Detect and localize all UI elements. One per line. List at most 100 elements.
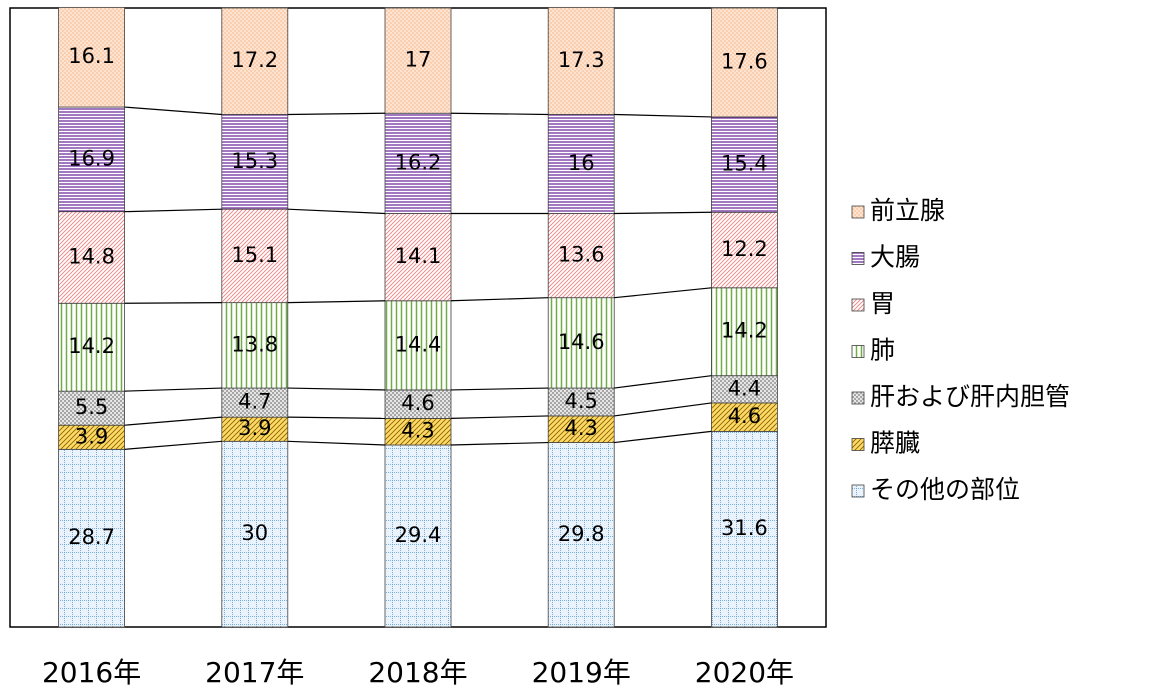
value-label: 14.1 [395,244,442,268]
value-label: 15.3 [231,149,278,173]
value-label: 16.9 [68,146,115,170]
value-label: 30 [241,521,268,545]
legend-swatch [851,205,865,219]
value-label: 4.4 [728,376,761,400]
value-label: 15.1 [231,243,278,267]
x-tick-label: 2020年 [695,656,794,689]
value-label: 3.9 [75,424,108,448]
series-connector [450,441,549,446]
series-connector [614,402,712,417]
legend-label: 大腸 [870,243,920,272]
bar-segment [221,114,289,210]
bar-segment [547,387,615,417]
bar-segment [221,416,289,442]
series-connector [124,106,222,116]
bar-segment [547,297,615,389]
bar-segment [711,287,778,377]
value-label: 16.1 [68,44,115,68]
series-connector [287,416,386,419]
bar-segment [58,302,125,392]
value-label: 4.6 [728,404,761,428]
value-label: 4.3 [564,416,597,440]
bar-segment [221,208,289,304]
value-label: 17.6 [721,49,768,73]
bar-segment [384,300,452,391]
x-tick-label: 2018年 [368,656,467,689]
value-label: 15.4 [721,152,768,176]
series-connector [614,287,712,299]
legend-label: 肺 [870,336,895,365]
series-connector [614,211,712,215]
series-connector [450,112,549,116]
bar-segment [711,375,778,404]
value-label: 4.3 [401,419,434,443]
bar-segment [711,402,778,432]
series-connector [124,302,222,304]
value-label: 4.6 [401,391,434,415]
bar-segment [58,424,125,450]
series-connector [124,416,222,426]
bar-segment [547,442,615,628]
value-label: 17.2 [231,48,278,72]
bar-segment [384,444,452,628]
legend-label: 前立腺 [870,196,945,225]
value-label: 31.6 [721,516,768,540]
series-connector [124,440,222,450]
value-label: 29.8 [558,522,605,546]
value-label: 14.6 [558,330,605,354]
value-label: 14.8 [68,244,115,268]
series-connector [287,387,386,391]
legend-label: 胃 [870,289,895,318]
legend-label: その他の部位 [870,475,1020,504]
bar-segment [711,116,778,213]
value-label: 17 [405,48,432,72]
series-connector [450,415,549,419]
value-label: 14.2 [721,319,768,343]
x-tick-label: 2017年 [205,656,304,689]
series-connector [124,208,222,213]
bar-segment [384,7,452,114]
series-connector [287,112,386,116]
bar-segment [221,7,289,115]
value-label: 14.2 [68,334,115,358]
bar-segment [221,302,289,389]
bar-segment [58,106,125,213]
legend-swatch [851,438,865,451]
value-label: 17.3 [558,48,605,72]
x-tick-label: 2019年 [532,656,631,689]
legend-label: 肝および肝内胆管 [870,382,1070,411]
value-label: 13.8 [231,332,278,356]
series-connector [287,300,386,304]
bar-segment [547,114,615,214]
legend-swatch [851,298,865,312]
bar-segment [711,430,778,628]
value-label: 29.4 [395,523,442,547]
value-label: 28.7 [68,525,115,549]
bar-segment [58,6,125,108]
bar-segment [221,387,289,418]
legend-swatch [851,391,865,405]
series-connector [124,387,222,392]
value-label: 16.2 [395,150,442,174]
value-label: 16 [568,151,595,175]
bar-segment [547,6,615,115]
x-tick-label: 2016年 [42,656,141,689]
bar-segment [384,213,452,302]
value-label: 12.2 [721,237,768,261]
bar-segment [711,7,778,118]
legend-swatch [851,252,865,265]
series-connector [614,375,712,389]
series-connector [287,440,386,446]
value-label: 13.6 [558,243,605,267]
bar-segment [221,440,289,628]
value-label: 5.5 [75,395,108,419]
series-connector [450,297,549,302]
series-connector [614,430,712,444]
legend-swatch [851,345,865,358]
value-label: 14.4 [395,332,442,356]
series-connector [450,387,549,391]
value-label: 3.9 [238,416,271,440]
series-connector [287,208,386,215]
value-label: 4.7 [238,390,271,414]
